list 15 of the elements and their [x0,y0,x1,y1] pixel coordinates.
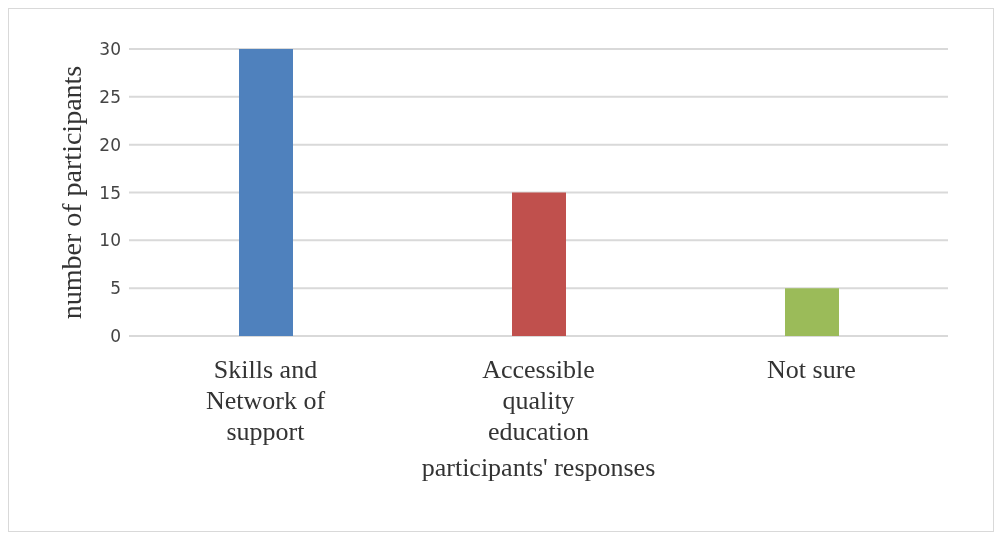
x-tick-label: Not sure [767,355,856,384]
bar [512,192,566,336]
x-axis-title: participants' responses [421,453,656,482]
y-tick-label: 0 [110,326,121,347]
y-tick-label: 10 [99,230,121,251]
x-tick-label: Accessible quality education [482,355,595,446]
y-tick-label: 15 [99,182,121,203]
y-tick-label: 25 [99,86,121,107]
y-tick-label: 5 [110,278,121,299]
bar [785,288,839,336]
y-axis-title: number of participants [55,65,87,320]
y-tick-label: 30 [99,39,121,60]
bar [239,49,293,336]
x-tick-label: Skills and Network of support [205,355,326,446]
y-tick-label: 20 [99,134,121,155]
